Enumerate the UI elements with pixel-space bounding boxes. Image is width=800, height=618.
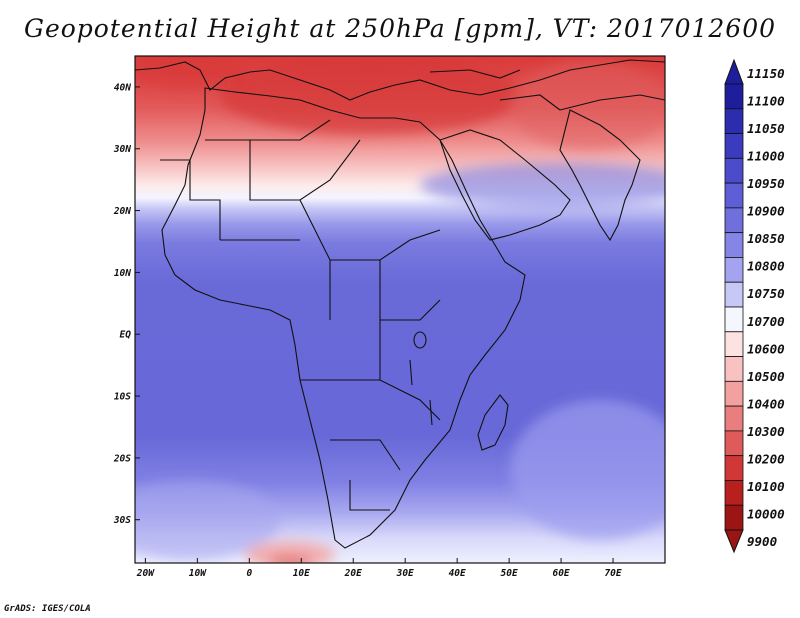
colorbar-swatch — [724, 306, 744, 333]
x-tick-label: 0 — [246, 568, 252, 579]
coastlines — [135, 59, 665, 549]
y-axis-ticks: 40N 30N 20N 10N EQ 10S 20S 30S — [113, 82, 140, 526]
y-tick-label: EQ — [120, 330, 132, 341]
x-tick-label: 20E — [344, 568, 362, 579]
colorbar-swatch — [724, 133, 744, 159]
colorbar-label: 10200 — [747, 451, 785, 466]
colorbar-swatch — [724, 405, 744, 432]
colorbar-label: 11150 — [747, 66, 785, 81]
colorbar-swatch — [724, 455, 744, 481]
geopotential-field — [135, 56, 665, 563]
colorbar-label: 10950 — [747, 176, 785, 191]
colorbar-label: 10900 — [747, 204, 785, 219]
colorbar-label: 11100 — [747, 94, 785, 109]
colorbar-swatch — [724, 356, 744, 382]
map-title: Geopotential Height at 250hPa [gpm], VT:… — [23, 14, 777, 43]
colorbar: 11150 11100 11050 11000 10950 10900 10850 10800… — [724, 58, 785, 554]
colorbar-swatch — [724, 480, 744, 506]
colorbar-label: 11000 — [747, 149, 785, 164]
map-frame — [134, 55, 666, 564]
colorbar-label: 10400 — [747, 396, 785, 411]
colorbar-label: 10750 — [747, 286, 785, 301]
colorbar-swatch — [724, 108, 744, 134]
x-tick-label: 40E — [449, 568, 466, 579]
colorbar-label: 10000 — [747, 506, 785, 521]
x-tick-label: 70E — [604, 568, 621, 579]
grads-credit: GrADS: IGES/COLA — [4, 604, 91, 614]
y-tick-label: 30S — [113, 515, 131, 526]
colorbar-arrow-bottom — [724, 529, 744, 554]
colorbar-swatch — [724, 157, 744, 184]
x-tick-label: 20W — [136, 568, 155, 579]
colorbar-label: 10300 — [747, 424, 785, 439]
colorbar-swatch — [724, 331, 744, 357]
colorbar-swatch — [724, 380, 744, 407]
colorbar-label: 10800 — [747, 259, 785, 274]
colorbar-label: 10850 — [747, 231, 785, 246]
colorbar-swatch — [724, 430, 744, 457]
colorbar-label: 11050 — [747, 121, 785, 136]
colorbar-label: 10100 — [747, 479, 785, 494]
colorbar-label: 10700 — [747, 314, 785, 329]
colorbar-swatch — [724, 207, 744, 234]
x-tick-label: 50E — [501, 568, 518, 579]
colorbar-swatch — [724, 232, 744, 258]
y-tick-label: 40N — [114, 82, 131, 93]
colorbar-swatch — [724, 182, 744, 209]
colorbar-swatch — [724, 281, 744, 308]
y-tick-label: 20N — [113, 206, 131, 217]
colorbar-label: 10500 — [747, 369, 785, 384]
colorbar-label: 10600 — [747, 341, 785, 356]
y-tick-label: 10N — [114, 268, 131, 279]
colorbar-swatch — [724, 504, 744, 531]
y-tick-label: 30N — [113, 144, 131, 155]
x-tick-label: 60E — [552, 568, 569, 579]
x-tick-label: 10E — [293, 568, 310, 579]
y-tick-label: 10S — [114, 392, 131, 403]
colorbar-swatch — [724, 257, 744, 283]
x-tick-label: 30E — [396, 568, 414, 579]
colorbar-swatch — [724, 83, 744, 110]
x-tick-label: 10W — [189, 568, 207, 579]
x-axis-ticks: 20W 10W 0 10E 20E 30E 40E 50E 60E 70E — [136, 558, 622, 579]
y-tick-label: 20S — [113, 453, 131, 464]
colorbar-label: 9900 — [747, 534, 777, 549]
colorbar-arrow-top — [724, 58, 744, 85]
